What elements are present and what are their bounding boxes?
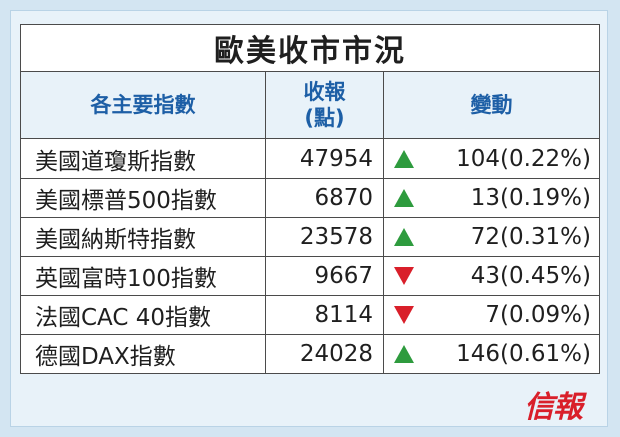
- table-row: 德國DAX指數 24028 146(0.61%): [21, 334, 599, 373]
- hkej-logo: 信報: [524, 390, 583, 425]
- table-row: 美國納斯特指數 23578 72(0.31%): [21, 217, 599, 256]
- table-row: 美國道瓊斯指數 47954 104(0.22%): [21, 139, 599, 178]
- index-name: 英國富時100指數: [35, 266, 217, 292]
- table-row: 英國富時100指數 9667 43(0.45%): [21, 256, 599, 295]
- change-cell: 43(0.45%): [383, 257, 599, 295]
- up-arrow-icon: [394, 149, 414, 168]
- header-change: 變動: [383, 72, 599, 138]
- index-name: 美國標普500指數: [35, 188, 217, 214]
- change-value: 104(0.22%): [456, 145, 591, 172]
- index-name: 美國道瓊斯指數: [35, 148, 196, 175]
- change-value: 43(0.45%): [470, 263, 591, 289]
- change-value: 13(0.19%): [470, 185, 591, 211]
- change-value: 146(0.61%): [456, 341, 591, 367]
- change-value: 7(0.09%): [485, 302, 591, 328]
- change-cell: 13(0.19%): [383, 179, 599, 217]
- change-cell: 7(0.09%): [383, 296, 599, 334]
- change-value: 72(0.31%): [470, 224, 591, 250]
- close-value: 8114: [265, 296, 383, 334]
- table-body: 美國道瓊斯指數 47954 104(0.22%) 美國標普500指數 6870 13(0.…: [21, 139, 599, 373]
- close-value: 47954: [265, 139, 383, 178]
- header-close-label: 收報: [303, 80, 346, 104]
- table-row: 法國CAC 40指數 8114 7(0.09%): [21, 295, 599, 334]
- index-name: 美國納斯特指數: [35, 227, 196, 253]
- title-box: 歐美收市市況: [20, 24, 600, 72]
- index-table: 各主要指數 收報 (點) 變動 美國道瓊斯指數 47954 104(0.22%) 美國…: [20, 72, 600, 374]
- index-name: 法國CAC 40指數: [35, 305, 212, 331]
- close-value: 23578: [265, 218, 383, 256]
- header-close: 收報 (點): [265, 72, 383, 138]
- up-arrow-icon: [394, 189, 414, 207]
- close-value: 24028: [265, 335, 383, 373]
- header-close-unit: (點): [304, 106, 345, 130]
- table-header: 各主要指數 收報 (點) 變動: [21, 72, 599, 139]
- table-row: 美國標普500指數 6870 13(0.19%): [21, 178, 599, 217]
- change-cell: 72(0.31%): [383, 218, 599, 256]
- header-index-name: 各主要指數: [90, 93, 196, 117]
- close-value: 9667: [265, 257, 383, 295]
- page-title: 歐美收市市況: [214, 34, 406, 69]
- change-cell: 146(0.61%): [383, 335, 599, 373]
- up-arrow-icon: [394, 345, 414, 363]
- down-arrow-icon: [394, 306, 414, 324]
- down-arrow-icon: [394, 267, 414, 285]
- up-arrow-icon: [394, 228, 414, 246]
- index-name: 德國DAX指數: [35, 344, 176, 370]
- close-value: 6870: [265, 179, 383, 217]
- change-cell: 104(0.22%): [383, 139, 599, 178]
